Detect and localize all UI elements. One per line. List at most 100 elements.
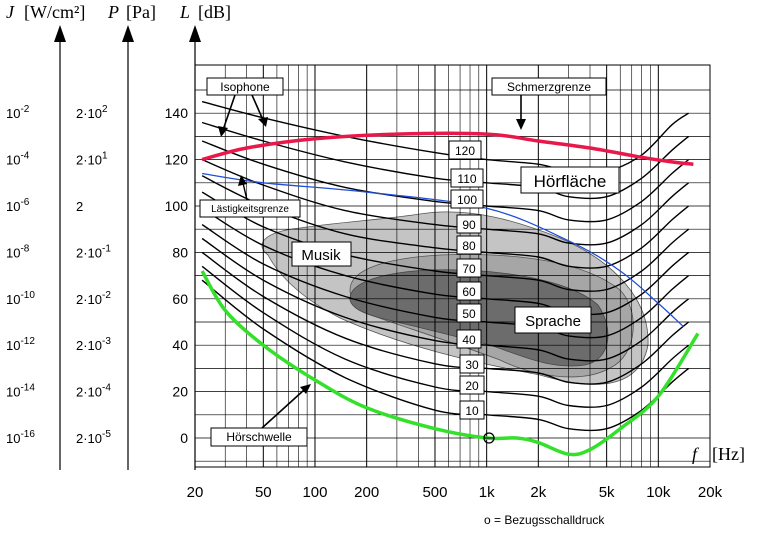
l-tick-label: 140 [165, 105, 189, 121]
f-tick-label: 20k [698, 484, 723, 501]
phon-label-box [459, 354, 485, 374]
hoerschwelle-label: Hörschwelle [226, 430, 292, 444]
isophone-30 [201, 251, 690, 385]
f-tick-label: 20 [187, 484, 204, 501]
phon-label-box [456, 329, 482, 349]
laestigkeitsgrenze-label: Lästigkeitsgrenze [211, 204, 289, 215]
isophone-20 [201, 265, 690, 408]
isophone-80 [201, 175, 690, 269]
isophone-90 [201, 158, 690, 246]
f-tick-label: 5k [599, 484, 615, 501]
p-tick-label: 2·102 [76, 104, 108, 121]
f-tick-label: 200 [354, 484, 379, 501]
l-tick-label: 80 [172, 244, 188, 260]
schmerzgrenze-label: Schmerzgrenze [507, 80, 591, 94]
phon-label-box [456, 281, 482, 301]
l-axis-symbol: L [179, 2, 190, 22]
phon-label-box [456, 258, 482, 278]
l-tick-label: 120 [165, 152, 189, 168]
p-tick-label: 2 [76, 199, 83, 214]
phon-labels: 120 110 100 90 80 70 60 50 40 30 20 10 [448, 140, 485, 420]
isophone-arrow-1 [218, 126, 228, 137]
grid [194, 64, 711, 468]
schmerzgrenze-arrow [516, 119, 526, 130]
hoerschwelle-curve [200, 270, 700, 457]
phon-label-box [459, 375, 485, 395]
l-tick-label: 40 [172, 337, 188, 353]
isophone-label: Isophone [220, 80, 270, 94]
l-axis-ticks: 140 120 100 80 60 40 20 0 [165, 105, 189, 446]
phon-label-box [448, 140, 482, 160]
phon-label-110: 110 [457, 172, 476, 186]
musik-label: Musik [301, 247, 341, 264]
hoerflaeche-label: Hörfläche [534, 172, 607, 191]
j-tick-label: 10-8 [6, 243, 30, 260]
j-tick-label: 10-10 [6, 290, 35, 307]
p-axis-arrow [122, 25, 134, 42]
isophone-arrow-2 [258, 117, 268, 127]
laestigkeitsgrenze-arrow [238, 175, 247, 186]
l-axis-arrow [189, 25, 201, 42]
l-tick-label: 0 [180, 430, 188, 446]
l-axis-unit: [dB] [198, 2, 231, 22]
phon-label-30: 30 [465, 358, 479, 372]
phon-label-80: 80 [462, 239, 476, 253]
p-tick-label: 2·10-2 [76, 290, 111, 307]
phon-label-50: 50 [462, 307, 476, 321]
f-tick-label: 100 [302, 484, 327, 501]
l-tick-label: 100 [165, 198, 189, 214]
j-tick-label: 10-14 [6, 383, 35, 400]
f-tick-label: 50 [255, 484, 272, 501]
j-axis-unit: [W/cm²] [24, 2, 85, 22]
p-tick-label: 2·10-5 [76, 429, 111, 446]
phon-label-box [456, 303, 482, 323]
f-tick-label: 1k [479, 484, 495, 501]
j-tick-label: 10-4 [6, 151, 30, 168]
phon-label-box [456, 214, 482, 234]
j-axis-ticks: 10-2 10-4 10-6 10-8 10-10 10-12 10-14 10-16 [6, 104, 35, 446]
left-axes [54, 25, 201, 470]
phon-label-120: 120 [455, 144, 475, 158]
p-axis-ticks: 2·102 2·101 2 2·10-1 2·10-2 2·10-3 2·10-4 2·10-… [76, 104, 111, 446]
phon-label-box [459, 400, 485, 420]
isophone-100 [201, 140, 690, 223]
phon-label-90: 90 [462, 218, 476, 232]
j-axis-symbol: J [6, 2, 15, 22]
phon-label-box [450, 189, 484, 209]
isophone-40 [201, 237, 690, 362]
f-tick-label: 500 [422, 484, 447, 501]
p-tick-label: 2·10-3 [76, 336, 111, 353]
laestigkeitsgrenze-curve [201, 172, 684, 328]
bezugsschalldruck-note: o = Bezugsschalldruck [484, 513, 605, 527]
phon-label-40: 40 [462, 333, 476, 347]
phon-label-10: 10 [465, 404, 479, 418]
phon-label-100: 100 [457, 193, 477, 207]
sprache-label: Sprache [525, 313, 581, 330]
j-tick-label: 10-6 [6, 197, 30, 214]
f-tick-label: 2k [530, 484, 546, 501]
hoerschwelle-arrow [300, 384, 311, 394]
f-tick-label: 10k [646, 484, 671, 501]
phon-label-70: 70 [462, 262, 476, 276]
p-tick-label: 2·10-1 [76, 243, 111, 260]
phon-label-60: 60 [462, 285, 476, 299]
l-tick-label: 20 [172, 384, 188, 400]
j-axis-arrow [54, 25, 66, 42]
j-tick-label: 10-16 [6, 429, 35, 446]
phon-label-box [456, 235, 482, 255]
f-axis-ticks: 20 50 100 200 500 1k 2k 5k 10k 20k [187, 484, 723, 501]
isophone-120 [201, 100, 689, 174]
phon-label-20: 20 [465, 379, 479, 393]
f-axis-symbol: f [692, 444, 700, 464]
l-tick-label: 60 [172, 291, 188, 307]
p-tick-label: 2·10-4 [76, 383, 111, 400]
j-tick-label: 10-2 [6, 104, 30, 121]
p-axis-symbol: P [107, 2, 119, 22]
schmerzgrenze-curve [201, 131, 694, 166]
p-tick-label: 2·101 [76, 151, 108, 168]
j-tick-label: 10-12 [6, 336, 35, 353]
phon-label-box [450, 168, 484, 188]
p-axis-unit: [Pa] [126, 2, 156, 22]
f-axis-unit: [Hz] [712, 444, 745, 464]
